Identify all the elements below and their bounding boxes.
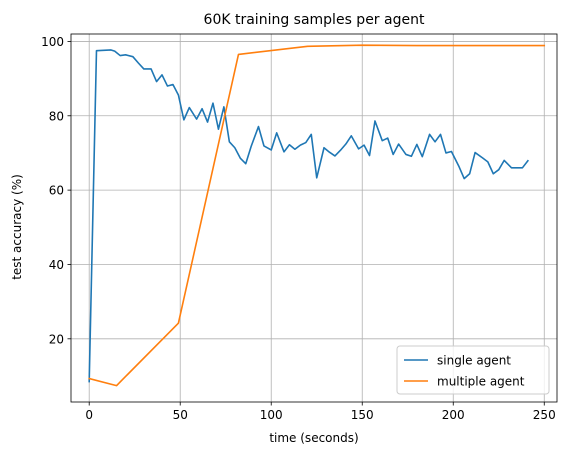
plot-area xyxy=(88,44,546,387)
x-tick-label: 150 xyxy=(351,408,374,422)
legend: single agent multiple agent xyxy=(396,345,550,395)
chart-title: 60K training samples per agent xyxy=(204,12,425,28)
x-axis-label: time (seconds) xyxy=(269,431,358,445)
grid xyxy=(71,34,557,402)
x-tick-label: 250 xyxy=(533,408,556,422)
y-axis-label: test accuracy (%) xyxy=(10,174,24,280)
legend-label: multiple agent xyxy=(437,375,525,389)
y-tick-label: 100 xyxy=(41,35,64,49)
legend-box xyxy=(396,345,550,395)
x-tick-label: 100 xyxy=(260,408,283,422)
series-line-multiple-agent xyxy=(88,44,546,387)
y-tick-label: 20 xyxy=(49,332,64,346)
y-tick-label: 40 xyxy=(49,258,64,272)
axes-ticks: 0 50 100 150 200 250 20 40 60 80 100 xyxy=(41,35,556,422)
legend-label: single agent xyxy=(437,354,511,368)
y-tick-label: 80 xyxy=(49,109,64,123)
x-tick-label: 0 xyxy=(85,408,93,422)
x-tick-label: 200 xyxy=(442,408,465,422)
y-tick-label: 60 xyxy=(49,184,64,198)
x-tick-label: 50 xyxy=(173,408,188,422)
plot-frame xyxy=(70,33,558,403)
series-line-single-agent xyxy=(88,49,530,383)
